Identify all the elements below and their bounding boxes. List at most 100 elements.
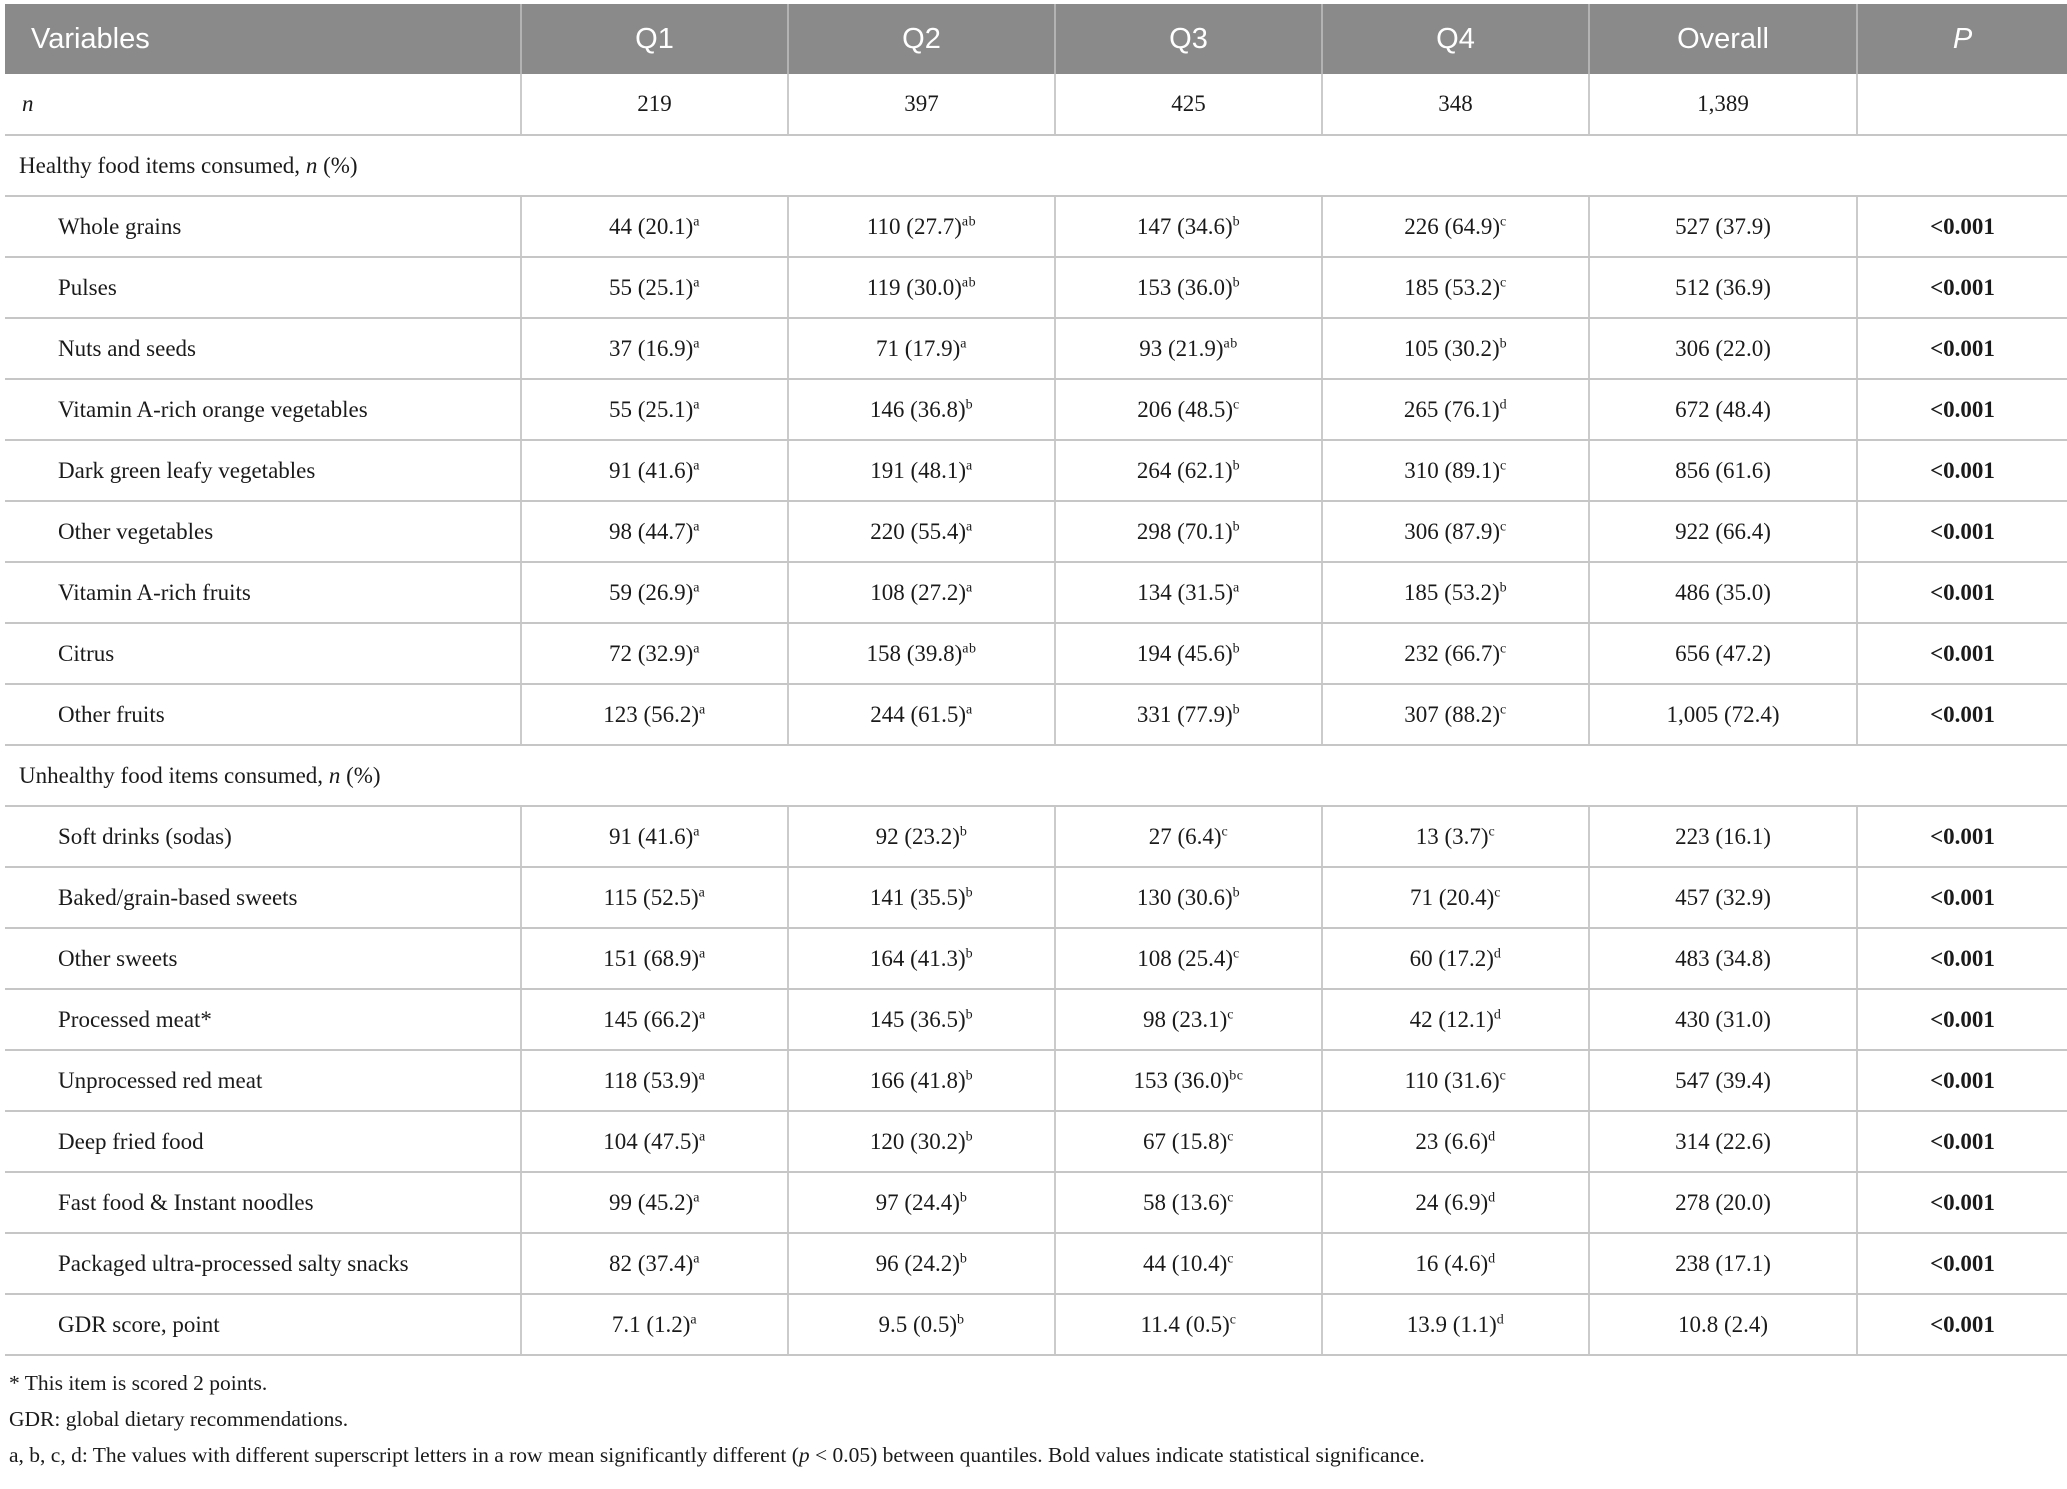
text-segment: Other vegetables xyxy=(58,518,214,544)
p-value-cell: <0.001 xyxy=(1856,1233,2067,1295)
cell-value: 512 (36.9) xyxy=(1675,274,1771,300)
significance-superscript: a xyxy=(693,213,701,229)
value-cell: 24 (6.9)d xyxy=(1321,1172,1589,1234)
text-segment: < 0.05) between quantiles. Bold values i… xyxy=(809,1443,1425,1467)
cell-value: 108 (27.2) xyxy=(870,579,967,605)
row-label: Dark green leafy vegetables xyxy=(5,440,521,502)
text-segment: Other sweets xyxy=(58,945,178,971)
value-cell: 145 (66.2)a xyxy=(520,989,788,1051)
value-cell: 55 (25.1)a xyxy=(520,257,788,319)
significance-superscript: a xyxy=(693,579,701,595)
value-cell: 922 (66.4) xyxy=(1588,501,1857,563)
column-header-variables: Variables xyxy=(5,4,521,74)
significance-superscript: b xyxy=(959,1250,968,1266)
value-cell: 425 xyxy=(1054,74,1322,136)
column-header-overall: Overall xyxy=(1588,4,1857,74)
cell-value: 147 (34.6) xyxy=(1136,213,1233,239)
value-cell: 185 (53.2)c xyxy=(1321,257,1589,319)
cell-value: 105 (30.2) xyxy=(1403,335,1500,361)
row-label: n xyxy=(5,74,521,136)
text-segment: n xyxy=(305,152,318,178)
footnote: GDR: global dietary recommendations. xyxy=(9,1406,2057,1433)
cell-value: 110 (31.6) xyxy=(1404,1067,1500,1093)
value-cell: 547 (39.4) xyxy=(1588,1050,1857,1112)
value-cell: 232 (66.7)c xyxy=(1321,623,1589,685)
header-row: Variables Q1 Q2 Q3 Q4 Overall P xyxy=(5,4,2067,74)
significance-superscript: bc xyxy=(1229,1067,1244,1083)
cell-value: 72 (32.9) xyxy=(608,640,694,666)
value-cell: 120 (30.2)b xyxy=(787,1111,1055,1173)
value-cell: 9.5 (0.5)b xyxy=(787,1294,1055,1356)
cell-value: <0.001 xyxy=(1930,1250,1995,1276)
text-segment: n xyxy=(22,91,34,116)
value-cell: 91 (41.6)a xyxy=(520,806,788,868)
p-value-cell xyxy=(1856,74,2067,136)
table-row: Other vegetables 98 (44.7)a 220 (55.4)a 298… xyxy=(5,501,2067,563)
value-cell: 108 (27.2)a xyxy=(787,562,1055,624)
value-cell: 11.4 (0.5)c xyxy=(1054,1294,1322,1356)
dietary-quantiles-table: Variables Q1 Q2 Q3 Q4 Overall P n 219 397 425 348 1… xyxy=(5,4,2067,1356)
value-cell: 105 (30.2)b xyxy=(1321,318,1589,380)
significance-superscript: b xyxy=(965,945,974,961)
text-segment: (%) xyxy=(340,762,381,788)
table-row: GDR score, point 7.1 (1.2)a 9.5 (0.5)b 11.4… xyxy=(5,1294,2067,1356)
cell-value: 71 (20.4) xyxy=(1409,884,1495,910)
text-segment: Nuts and seeds xyxy=(58,335,196,361)
text-segment: Healthy food items consumed, xyxy=(19,152,306,178)
value-cell: 13 (3.7)c xyxy=(1321,806,1589,868)
cell-value: 146 (36.8) xyxy=(869,396,966,422)
significance-superscript: a xyxy=(966,579,973,595)
significance-superscript: a xyxy=(699,701,706,717)
column-header-q2: Q2 xyxy=(787,4,1055,74)
p-value-cell: <0.001 xyxy=(1856,257,2067,319)
significance-superscript: a xyxy=(960,335,968,351)
value-cell: 37 (16.9)a xyxy=(520,318,788,380)
significance-superscript: b xyxy=(959,1189,968,1205)
table-row: Nuts and seeds 37 (16.9)a 71 (17.9)a 93 (21… xyxy=(5,318,2067,380)
cell-value: 145 (66.2) xyxy=(603,1006,700,1032)
significance-superscript: c xyxy=(1500,213,1507,229)
significance-superscript: b xyxy=(1232,640,1241,656)
row-label: Packaged ultra-processed salty snacks xyxy=(5,1233,521,1295)
significance-superscript: c xyxy=(1227,1189,1235,1205)
value-cell: 331 (77.9)b xyxy=(1054,684,1322,746)
cell-value: <0.001 xyxy=(1930,396,1995,422)
p-value-cell: <0.001 xyxy=(1856,440,2067,502)
cell-value: 153 (36.0) xyxy=(1136,274,1233,300)
significance-superscript: a xyxy=(693,1189,701,1205)
value-cell: 99 (45.2)a xyxy=(520,1172,788,1234)
value-cell: 1,005 (72.4) xyxy=(1588,684,1857,746)
value-cell: 348 xyxy=(1321,74,1589,136)
value-cell: 92 (23.2)b xyxy=(787,806,1055,868)
cell-value: 425 xyxy=(1171,91,1206,116)
row-label: Baked/grain-based sweets xyxy=(5,867,521,929)
value-cell: 71 (17.9)a xyxy=(787,318,1055,380)
table-row: Packaged ultra-processed salty snacks 82 … xyxy=(5,1233,2067,1295)
significance-superscript: c xyxy=(1500,457,1507,473)
value-cell: 264 (62.1)b xyxy=(1054,440,1322,502)
text-segment: Citrus xyxy=(58,640,115,666)
significance-superscript: a xyxy=(693,640,701,656)
text-segment: GDR score, point xyxy=(58,1311,220,1337)
table-row: n 219 397 425 348 1,389 xyxy=(5,74,2067,136)
value-cell: 265 (76.1)d xyxy=(1321,379,1589,441)
table-row: Baked/grain-based sweets 115 (52.5)a 141 (… xyxy=(5,867,2067,929)
p-value-cell: <0.001 xyxy=(1856,623,2067,685)
cell-value: 278 (20.0) xyxy=(1675,1189,1771,1215)
significance-superscript: b xyxy=(1232,274,1241,290)
significance-superscript: b xyxy=(957,1311,965,1327)
cell-value: 194 (45.6) xyxy=(1136,640,1233,666)
cell-value: <0.001 xyxy=(1930,579,1995,605)
significance-superscript: a xyxy=(966,701,973,717)
cell-value: 130 (30.6) xyxy=(1136,884,1233,910)
significance-superscript: b xyxy=(1232,884,1241,900)
cell-value: <0.001 xyxy=(1930,945,1995,971)
value-cell: 483 (34.8) xyxy=(1588,928,1857,990)
table-body: n 219 397 425 348 1,389 Healthy food items con… xyxy=(5,74,2067,1356)
value-cell: 110 (27.7)ab xyxy=(787,196,1055,258)
cell-value: 856 (61.6) xyxy=(1675,457,1771,483)
cell-value: 104 (47.5) xyxy=(603,1128,700,1154)
p-value-cell: <0.001 xyxy=(1856,867,2067,929)
table-row: Soft drinks (sodas) 91 (41.6)a 92 (23.2)b 2… xyxy=(5,806,2067,868)
cell-value: 223 (16.1) xyxy=(1675,823,1771,849)
